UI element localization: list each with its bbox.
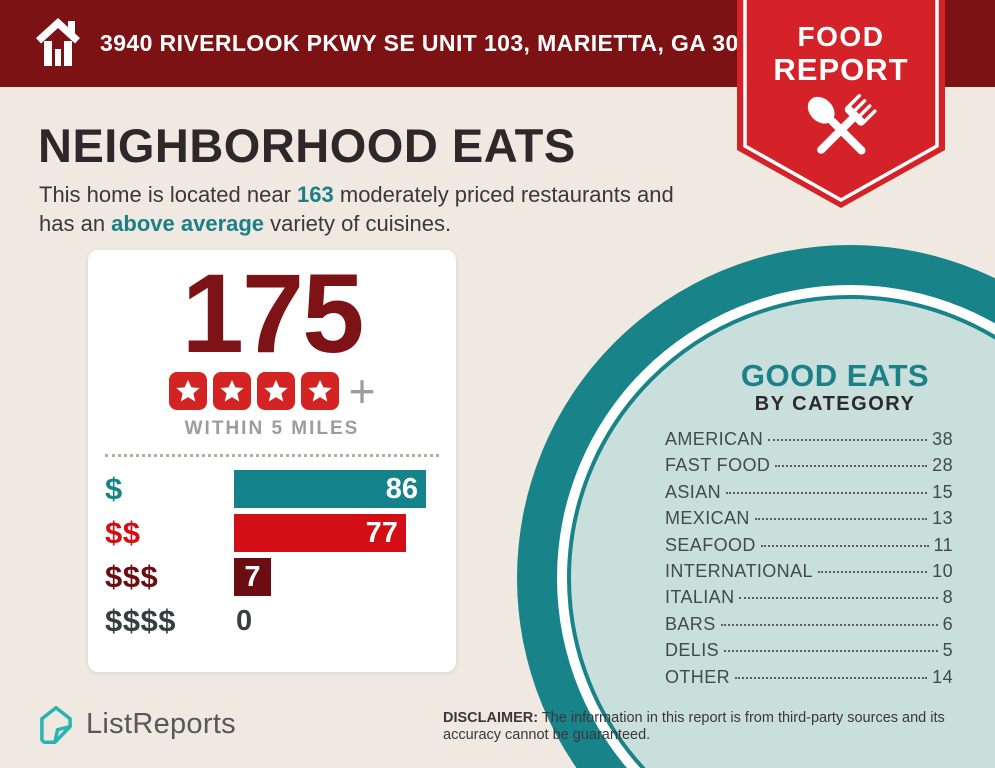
good-eats-header: GOOD EATS BY CATEGORY <box>690 360 980 416</box>
category-row: DELIS 5 <box>665 640 953 666</box>
bar-track: 86 <box>234 470 442 508</box>
price-tier-row: $$$ 7 <box>105 558 442 596</box>
category-count: 13 <box>932 508 953 529</box>
category-row: ITALIAN 8 <box>665 587 953 613</box>
price-tier-row: $$ 77 <box>105 514 442 552</box>
dotted-leader <box>724 650 938 653</box>
dotted-leader <box>739 597 938 600</box>
category-row: FAST FOOD 28 <box>665 455 953 481</box>
dotted-leader <box>775 465 928 468</box>
bar-track: 77 <box>234 514 442 552</box>
property-address: 3940 RIVERLOOK PKWY SE UNIT 103, MARIETT… <box>100 30 779 56</box>
listreports-logo-icon <box>40 705 72 745</box>
category-label: DELIS <box>665 640 720 661</box>
plus-icon: + <box>348 365 376 417</box>
star-row <box>168 372 339 410</box>
star-icon <box>300 372 339 410</box>
category-row: INTERNATIONAL 10 <box>665 561 953 587</box>
home-icon <box>36 18 80 66</box>
star-icon <box>212 372 251 410</box>
disclaimer-label: DISCLAIMER: <box>443 710 539 726</box>
variety-highlight: above average <box>111 211 265 236</box>
restaurant-count: 175 <box>181 251 365 376</box>
price-tier-row: $$$$ 0 <box>105 602 442 640</box>
bar-value: 7 <box>244 560 261 593</box>
price-tier-chart: $86 $$ 77 $$$ 7 $$$$ 0 <box>105 470 442 646</box>
category-label: OTHER <box>665 666 730 687</box>
category-count: 28 <box>932 455 953 476</box>
subtitle-text: moderately priced restaurants and has an <box>39 182 674 236</box>
subtitle-text: This home is located near <box>39 182 298 207</box>
category-label: INTERNATIONAL <box>665 560 813 581</box>
price-tier-label: $ <box>105 471 123 506</box>
category-count: 15 <box>932 481 953 502</box>
category-count: 8 <box>942 587 953 608</box>
price-tier-label: $$$ <box>105 559 159 594</box>
bar-track: 0 <box>234 602 442 640</box>
category-row: OTHER 14 <box>665 667 953 693</box>
bar-value: 86 <box>385 472 419 505</box>
price-tier-row: $86 <box>105 470 442 508</box>
category-list: AMERICAN 38 FAST FOOD 28 ASIAN 15 MEXICAN 13 SEA… <box>665 429 953 693</box>
category-label: MEXICAN <box>665 508 750 529</box>
food-report-ribbon <box>737 0 945 208</box>
category-count: 38 <box>932 429 953 449</box>
dotted-leader <box>726 491 928 494</box>
ribbon-title: FOOD REPORT <box>737 20 945 87</box>
good-eats-title: GOOD EATS <box>740 358 930 393</box>
bar-track: 7 <box>234 558 442 596</box>
category-label: SEAFOOD <box>665 534 756 555</box>
category-row: SEAFOOD 11 <box>665 535 953 561</box>
good-eats-subtitle: BY CATEGORY <box>754 393 916 415</box>
star-icon <box>256 372 295 410</box>
category-label: ASIAN <box>665 481 722 502</box>
category-label: BARS <box>665 613 716 634</box>
radius-label: WITHIN 5 MILES <box>184 418 360 439</box>
dotted-divider <box>105 454 439 457</box>
category-row: MEXICAN 13 <box>665 508 953 534</box>
bar: 7 <box>234 558 271 596</box>
price-tier-label: $$$$ <box>105 603 176 638</box>
stats-card: 175 + WITHIN 5 MILES $86 $$ 77 $$$ 7 $$$$ 0 <box>88 250 456 672</box>
category-count: 14 <box>932 666 953 687</box>
dotted-leader <box>735 676 928 679</box>
category-count: 5 <box>942 640 953 661</box>
category-label: FAST FOOD <box>665 455 771 476</box>
subtitle-text: variety of cuisines. <box>264 211 452 236</box>
disclaimer-text: The information in this report is from t… <box>443 710 945 743</box>
category-label: ITALIAN <box>665 587 735 608</box>
bar: 77 <box>234 514 406 552</box>
category-row: AMERICAN 38 <box>665 429 953 455</box>
restaurant-count-highlight: 163 <box>297 182 334 207</box>
category-count: 11 <box>933 534 953 555</box>
bar: 86 <box>234 470 427 508</box>
category-row: ASIAN 15 <box>665 482 953 508</box>
dotted-leader <box>760 544 929 547</box>
page-subtitle: This home is located near 163 moderately… <box>39 180 694 238</box>
bar-value: 77 <box>365 516 398 549</box>
disclaimer: DISCLAIMER: The information in this repo… <box>443 710 963 744</box>
category-count: 10 <box>932 560 953 581</box>
dotted-leader <box>817 570 928 573</box>
star-icon <box>168 372 207 410</box>
crossed-utensils-icon <box>807 93 877 155</box>
bar-value: 0 <box>236 605 253 637</box>
ribbon-line2: REPORT <box>773 52 909 87</box>
category-count: 6 <box>942 613 953 634</box>
page-title: NEIGHBORHOOD EATS <box>38 119 576 172</box>
dotted-leader <box>720 623 938 626</box>
dotted-leader <box>754 518 928 521</box>
category-row: BARS 6 <box>665 614 953 640</box>
ribbon-line1: FOOD <box>797 21 885 52</box>
brand-name: ListReports <box>86 708 236 740</box>
category-label: AMERICAN <box>665 429 764 449</box>
dotted-leader <box>768 439 928 441</box>
price-tier-label: $$ <box>105 515 141 550</box>
star-rating: + <box>88 365 456 417</box>
